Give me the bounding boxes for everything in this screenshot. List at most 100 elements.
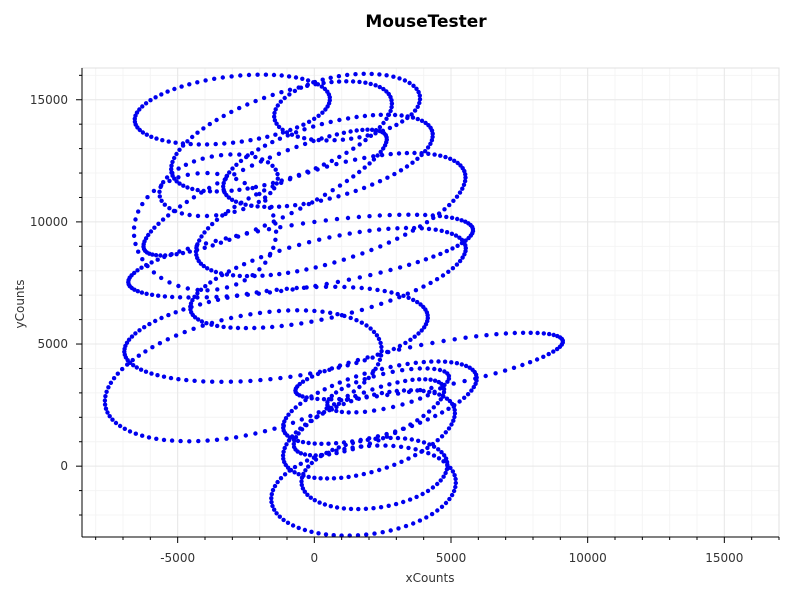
data-point: [334, 132, 340, 137]
data-point: [246, 72, 252, 78]
data-point: [331, 476, 337, 481]
data-point: [252, 325, 257, 331]
data-point: [289, 210, 294, 216]
data-point: [419, 151, 424, 156]
data-point: [302, 141, 308, 147]
data-point: [303, 397, 308, 403]
data-point: [421, 284, 426, 289]
data-point: [275, 479, 280, 485]
data-point: [275, 103, 280, 108]
data-point: [209, 320, 215, 326]
data-point: [369, 247, 374, 253]
data-point: [187, 212, 192, 218]
data-points: [102, 71, 565, 538]
data-point: [151, 270, 157, 275]
data-point: [321, 80, 326, 86]
data-point: [290, 523, 296, 528]
data-point: [279, 288, 284, 294]
data-point: [271, 245, 276, 250]
data-point: [370, 355, 375, 360]
data-point: [115, 371, 121, 376]
data-point: [427, 442, 432, 447]
data-point: [321, 410, 327, 415]
data-point: [273, 107, 278, 112]
data-point: [512, 330, 517, 336]
data-point: [376, 336, 382, 342]
data-point: [190, 186, 195, 192]
data-point: [323, 107, 328, 112]
data-point: [375, 287, 380, 293]
data-point: [150, 252, 155, 257]
data-point: [438, 478, 443, 483]
data-point: [308, 413, 313, 419]
data-point: [215, 297, 221, 302]
data-point: [167, 178, 172, 184]
data-point: [421, 359, 426, 365]
data-point: [301, 122, 306, 127]
data-point: [244, 291, 249, 297]
data-point: [265, 160, 271, 165]
data-point: [111, 376, 117, 381]
data-point: [292, 470, 297, 475]
data-point: [288, 374, 293, 379]
data-point: [161, 180, 166, 185]
data-point: [281, 422, 286, 427]
data-point: [224, 285, 230, 290]
data-point: [502, 368, 508, 373]
data-point: [311, 138, 316, 144]
data-point: [226, 195, 232, 200]
data-point: [157, 189, 162, 194]
data-point: [494, 332, 499, 337]
data-point: [317, 500, 322, 505]
data-point: [139, 265, 144, 270]
data-point: [406, 456, 411, 461]
data-point: [459, 218, 464, 223]
data-point: [133, 331, 138, 336]
data-point: [199, 234, 204, 239]
data-point: [238, 379, 243, 384]
data-point: [185, 286, 190, 291]
data-point: [412, 334, 417, 339]
data-point: [413, 447, 418, 452]
data-point: [237, 273, 242, 279]
data-point: [177, 204, 183, 209]
data-point: [324, 164, 330, 169]
data-point: [290, 420, 296, 425]
data-point: [417, 396, 423, 401]
data-point: [319, 121, 325, 127]
data-point: [359, 320, 364, 325]
data-point: [162, 254, 167, 260]
data-point: [357, 169, 362, 175]
data-point: [174, 151, 179, 157]
data-point: [248, 312, 253, 317]
data-point: [449, 360, 454, 365]
data-point: [455, 216, 460, 222]
data-point: [440, 393, 446, 398]
data-point: [300, 394, 305, 399]
data-point: [260, 325, 266, 330]
data-point: [154, 436, 159, 441]
data-point: [339, 386, 344, 392]
data-point: [445, 462, 450, 467]
data-point: [142, 325, 147, 330]
data-point: [312, 498, 317, 503]
data-point: [362, 165, 367, 170]
data-point: [196, 438, 201, 444]
data-point: [390, 369, 395, 374]
data-point: [304, 423, 309, 428]
data-point: [219, 272, 225, 278]
data-point: [453, 233, 459, 238]
data-point: [378, 112, 383, 118]
data-point: [314, 284, 319, 290]
data-point: [345, 191, 350, 196]
data-point: [183, 162, 189, 167]
data-point: [316, 410, 321, 415]
x-axis-ticks: -5000 0 5000 10000 15000: [95, 537, 780, 565]
data-point: [293, 435, 299, 440]
data-point: [166, 139, 171, 144]
data-point: [272, 110, 277, 116]
data-point: [284, 286, 289, 291]
data-point: [437, 392, 442, 397]
data-point: [176, 175, 181, 180]
data-point: [380, 436, 386, 441]
